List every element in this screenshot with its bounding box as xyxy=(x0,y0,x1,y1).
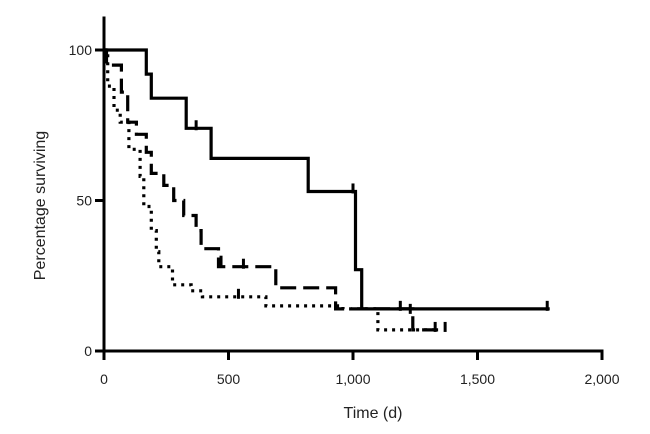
y-tick-label: 50 xyxy=(76,193,92,209)
series-line-dashed xyxy=(104,48,446,332)
y-tick-label: 100 xyxy=(69,42,93,58)
x-tick-label: 0 xyxy=(100,371,108,387)
series-line-dotted xyxy=(104,48,436,332)
y-tick-label: 0 xyxy=(84,343,92,359)
x-tick-label: 500 xyxy=(217,371,241,387)
y-axis-title: Percentage surviving xyxy=(32,131,49,280)
series-line-solid xyxy=(104,48,550,311)
series-layer xyxy=(104,48,550,332)
x-tick-label: 1,000 xyxy=(335,371,370,387)
x-tick-label: 1,500 xyxy=(460,371,495,387)
ticks-layer: 0 500 1,000 1,500 2,000 0 50 100 xyxy=(69,42,620,387)
x-axis-title: Time (d) xyxy=(344,405,403,422)
x-tick-label: 2,000 xyxy=(584,371,619,387)
